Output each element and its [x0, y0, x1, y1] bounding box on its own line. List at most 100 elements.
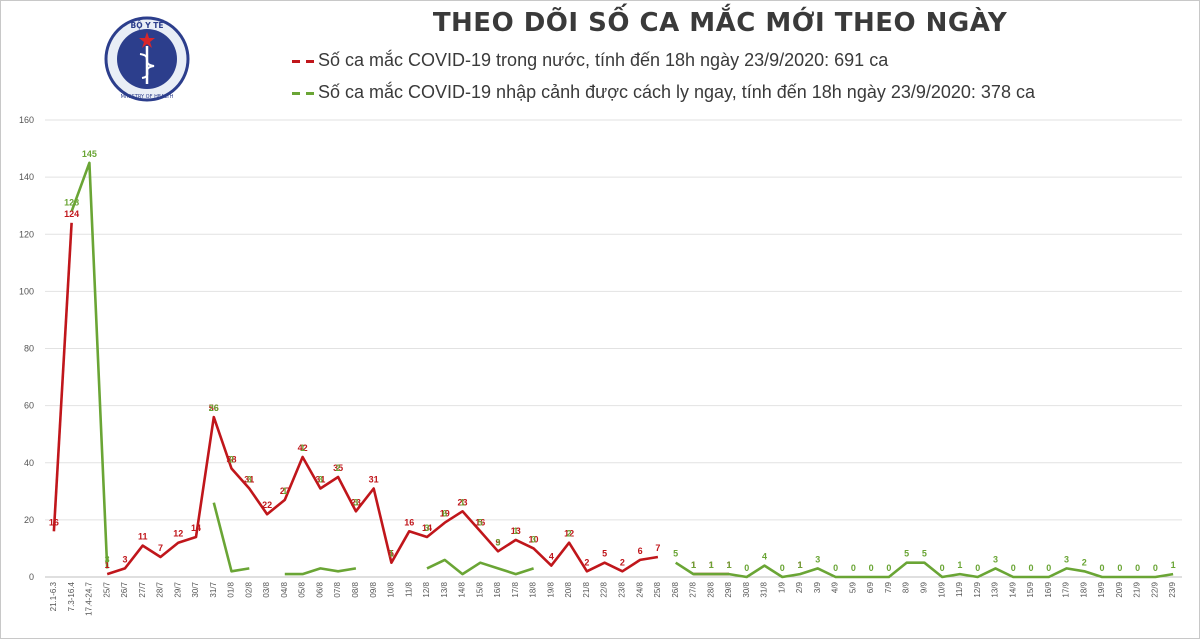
x-tick-label: 17.4-24.7 — [85, 581, 94, 615]
data-label-imported: 0 — [1117, 563, 1122, 573]
y-tick-label: 160 — [19, 115, 34, 125]
y-tick-label: 80 — [24, 344, 34, 354]
data-label-imported: 0 — [833, 563, 838, 573]
series-line-imported — [284, 567, 357, 576]
x-tick-label: 31/7 — [209, 581, 218, 597]
data-label-imported: 0 — [940, 563, 945, 573]
x-tick-label: 18/8 — [529, 581, 538, 597]
data-label-domestic: 22 — [262, 500, 272, 510]
data-label-domestic: 12 — [173, 529, 183, 539]
x-tick-label: 26/7 — [120, 581, 129, 597]
x-tick-label: 25/8 — [653, 581, 662, 597]
data-label-imported: 5 — [904, 549, 909, 559]
data-label-imported: 128 — [64, 197, 79, 207]
data-label-domestic: 23 — [351, 497, 361, 507]
x-tick-label: 19/9 — [1097, 581, 1106, 597]
series-line-imported — [426, 558, 534, 576]
data-label-domestic: 10 — [529, 534, 539, 544]
logo-top-text: BỘ Y TẾ — [131, 20, 165, 30]
x-tick-label: 11/8 — [404, 581, 413, 597]
data-label-imported: 1 — [691, 560, 696, 570]
x-tick-label: 19/8 — [546, 581, 555, 597]
series-line-imported — [212, 502, 250, 573]
data-label-domestic: 38 — [227, 454, 237, 464]
data-label-imported: 1 — [282, 486, 287, 496]
legend-marker-domestic — [292, 59, 300, 63]
data-label-imported: 1 — [1171, 560, 1176, 570]
data-label-imported: 2 — [1082, 557, 1087, 567]
x-tick-label: 31/8 — [760, 581, 769, 597]
data-label-domestic: 124 — [64, 209, 79, 219]
x-tick-label: 25/7 — [102, 581, 111, 597]
x-tick-label: 22/8 — [600, 581, 609, 597]
data-label-imported: 3 — [247, 474, 252, 484]
x-tick-label: 6/9 — [866, 581, 875, 593]
data-label-imported: 0 — [1028, 563, 1033, 573]
data-label-imported: 3 — [424, 523, 429, 533]
x-tick-label: 29/8 — [724, 581, 733, 597]
x-tick-label: 20/9 — [1115, 581, 1124, 597]
data-label-imported: 0 — [886, 563, 891, 573]
x-tick-label: 23/9 — [1168, 581, 1177, 597]
data-label-domestic: 13 — [511, 526, 521, 536]
x-tick-label: 15/8 — [475, 581, 484, 597]
x-tick-label: 24/8 — [635, 581, 644, 597]
x-tick-label: 26/8 — [671, 581, 680, 597]
data-label-imported: 1 — [957, 560, 962, 570]
data-label-domestic: 16 — [475, 517, 485, 527]
data-label-imported: 1 — [798, 560, 803, 570]
x-tick-label: 08/8 — [351, 581, 360, 597]
data-label-domestic: 35 — [333, 463, 343, 473]
legend-label-imported: Số ca mắc COVID-19 nhập cảnh được cách l… — [318, 82, 1035, 102]
x-tick-label: 27/7 — [138, 581, 147, 597]
series-line-imported — [70, 161, 109, 569]
data-label-domestic: 5 — [602, 549, 607, 559]
x-tick-label: 1/9 — [777, 581, 786, 593]
x-tick-label: 11/9 — [955, 581, 964, 597]
x-tick-label: 13/9 — [991, 581, 1000, 597]
data-label-domestic: 11 — [138, 532, 148, 542]
x-tick-label: 30/8 — [742, 581, 751, 597]
x-tick-label: 12/9 — [973, 581, 982, 597]
x-tick-label: 7/9 — [884, 581, 893, 593]
x-tick-label: 29/7 — [173, 581, 182, 597]
data-label-imported: 4 — [762, 552, 767, 562]
x-tick-label: 16/8 — [493, 581, 502, 597]
data-label-domestic: 56 — [209, 403, 219, 413]
legend-marker-imported — [292, 91, 300, 95]
x-tick-label: 30/7 — [191, 581, 200, 597]
x-tick-label: 18/9 — [1079, 581, 1088, 597]
data-label-imported: 145 — [82, 149, 97, 159]
y-tick-label: 60 — [24, 401, 34, 411]
y-tick-label: 100 — [19, 286, 34, 296]
data-label-imported: 3 — [993, 554, 998, 564]
data-label-imported: 0 — [869, 563, 874, 573]
x-tick-label: 4/9 — [831, 581, 840, 593]
y-tick-label: 0 — [29, 572, 34, 582]
series-line-domestic — [106, 415, 659, 576]
logo-bottom-text: MINISTRY OF HEALTH — [121, 94, 174, 100]
data-label-imported: 0 — [851, 563, 856, 573]
data-label-imported: 3 — [353, 497, 358, 507]
x-tick-label: 14/9 — [1008, 581, 1017, 597]
data-label-domestic: 5 — [389, 549, 394, 559]
data-label-imported: 5 — [673, 549, 678, 559]
data-label-imported: 1 — [300, 443, 305, 453]
data-label-imported: 0 — [1046, 563, 1051, 573]
x-tick-label: 28/7 — [156, 581, 165, 597]
data-label-imported: 0 — [1135, 563, 1140, 573]
data-label-domestic: 7 — [655, 543, 660, 553]
data-label-imported: 1 — [726, 560, 731, 570]
data-label-imported: 3 — [105, 554, 110, 564]
data-label-imported: 26 — [209, 403, 219, 413]
data-label-domestic: 1 — [726, 560, 731, 570]
ministry-of-health-logo: BỘ Y TẾ MINISTRY OF HEALTH — [104, 16, 190, 102]
x-tick-label: 03/8 — [262, 581, 271, 597]
x-tick-label: 20/8 — [564, 581, 573, 597]
data-label-imported: 3 — [318, 474, 323, 484]
x-tick-label: 02/8 — [244, 581, 253, 597]
data-label-imported: 2 — [336, 463, 341, 473]
y-tick-label: 40 — [24, 458, 34, 468]
data-label-imported: 1 — [389, 549, 394, 559]
